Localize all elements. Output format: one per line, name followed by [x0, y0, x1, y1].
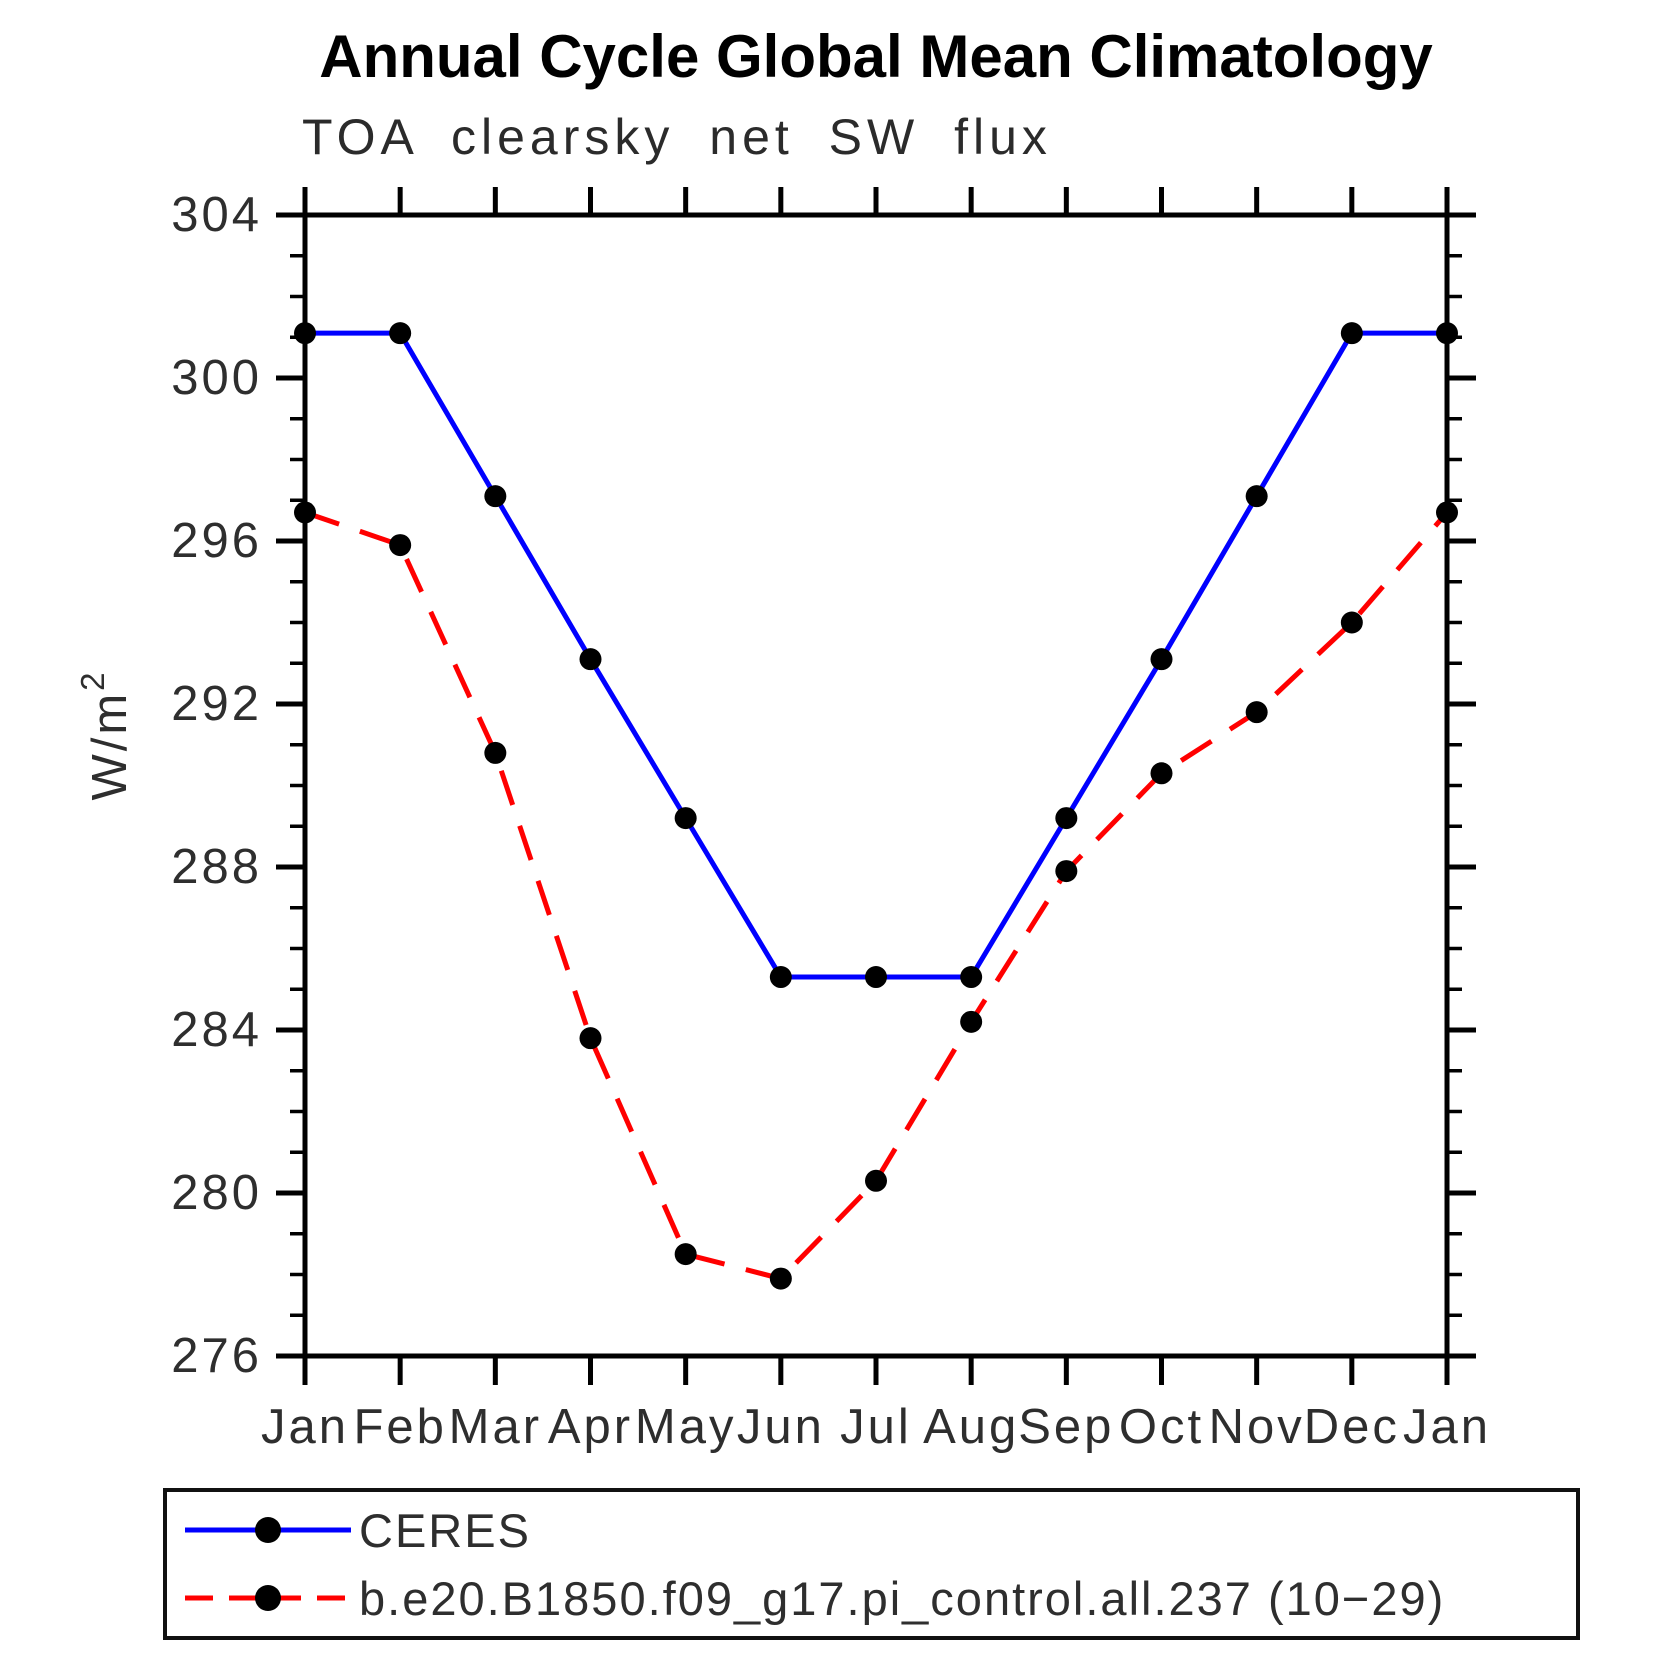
legend-marker-dot	[255, 1585, 281, 1611]
data-point-marker	[579, 1027, 602, 1050]
series-line	[305, 330, 1447, 980]
data-point-marker	[1436, 322, 1458, 345]
data-point-marker	[1245, 485, 1268, 508]
data-point-marker	[1055, 860, 1078, 883]
y-tick-label: 292	[171, 677, 262, 731]
data-point-marker	[1245, 701, 1268, 724]
y-tick-label: 280	[171, 1166, 262, 1220]
data-point-marker	[674, 1243, 697, 1266]
legend-marker-dot	[255, 1517, 281, 1543]
x-tick-label: Dec	[1304, 1400, 1400, 1454]
data-point-marker	[484, 485, 507, 508]
y-tick-label: 276	[171, 1329, 262, 1383]
data-point-marker	[484, 741, 507, 764]
data-point-marker	[674, 807, 697, 830]
x-tick-label: Oct	[1119, 1400, 1204, 1454]
legend-label-model: b.e20.B1850.f09_g17.pi_control.all.237 (…	[359, 1571, 1446, 1625]
legend-line-sample-dashed	[185, 1585, 351, 1611]
data-point-marker	[389, 534, 412, 557]
data-point-marker	[389, 322, 412, 345]
y-tick-label: 304	[171, 188, 262, 242]
x-tick-label: Aug	[923, 1400, 1019, 1454]
data-point-marker	[960, 1010, 983, 1033]
data-point-marker	[1340, 611, 1363, 634]
x-tick-label: Jan	[1403, 1400, 1491, 1454]
data-point-marker	[1150, 648, 1173, 671]
x-tick-label: Jun	[737, 1400, 825, 1454]
legend-item-ceres: CERES	[183, 1500, 1576, 1560]
chart-title: Annual Cycle Global Mean Climatology	[319, 23, 1433, 90]
series-line	[304, 510, 1449, 1282]
x-tick-label: Jul	[840, 1400, 912, 1454]
x-tick-label: Feb	[353, 1400, 446, 1454]
x-tick-label: Mar	[449, 1400, 542, 1454]
x-tick-label: Apr	[548, 1400, 633, 1454]
data-point-marker	[1055, 807, 1078, 830]
y-tick-label: 296	[171, 514, 262, 568]
y-tick-label: 300	[171, 351, 262, 405]
x-tick-label: Sep	[1018, 1400, 1114, 1454]
data-point-marker	[579, 648, 602, 671]
y-tick-label: 288	[171, 840, 262, 894]
y-axis-title: W/m2	[74, 669, 138, 800]
legend-box: CERES b.e20.B1850.f09_g17.pi_control.all…	[163, 1488, 1580, 1640]
data-point-marker	[960, 966, 983, 989]
data-point-marker	[865, 1169, 887, 1192]
legend-label-ceres: CERES	[359, 1503, 531, 1557]
chart-subtitle: TOA clearsky net SW flux	[302, 109, 1052, 165]
data-point-marker	[294, 322, 316, 345]
data-point-marker	[769, 1267, 792, 1290]
data-point-marker	[769, 966, 792, 989]
x-tick-label: Jan	[261, 1400, 349, 1454]
data-point-marker	[865, 966, 887, 989]
data-point-marker	[294, 501, 316, 524]
legend-item-model: b.e20.B1850.f09_g17.pi_control.all.237 (…	[183, 1568, 1576, 1628]
y-tick-label: 284	[171, 1003, 262, 1057]
legend-line-sample-solid	[185, 1517, 351, 1543]
data-point-marker	[1436, 501, 1458, 524]
data-point-marker	[1340, 322, 1363, 345]
data-point-marker	[1150, 762, 1173, 785]
x-tick-label: May	[635, 1400, 737, 1454]
x-tick-label: Nov	[1209, 1400, 1305, 1454]
